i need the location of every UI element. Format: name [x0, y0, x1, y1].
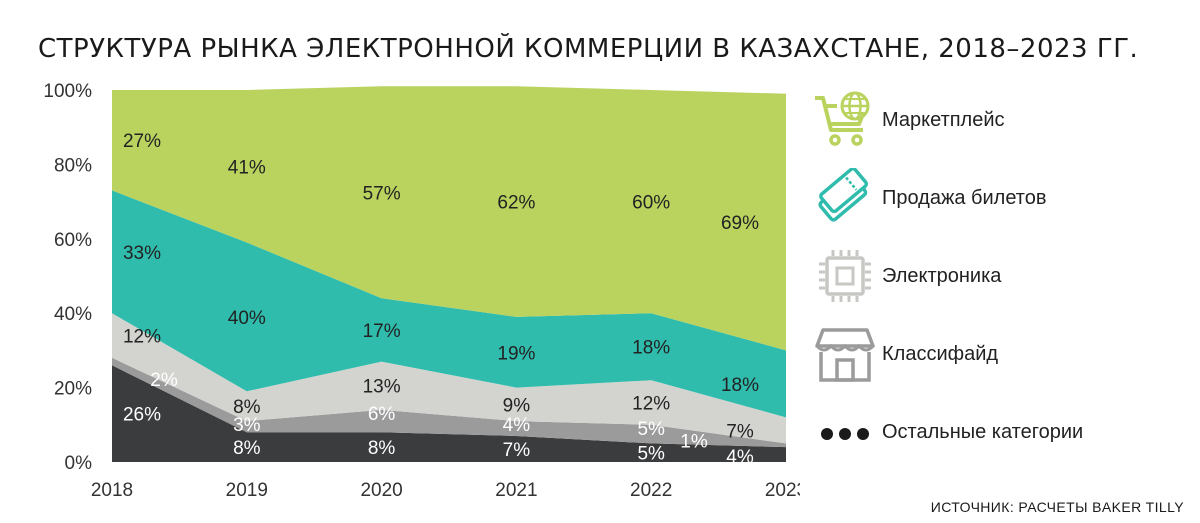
legend-label-marketplace: Маркетплейс: [882, 108, 1005, 131]
x-axis-ticks: 2018 2019 2020 2021 2022 2023: [91, 480, 800, 501]
legend-item-tickets: Продажа билетов: [810, 168, 1046, 228]
legend-label-tickets: Продажа билетов: [882, 186, 1047, 209]
data-label-classifieds: 6%: [368, 404, 396, 425]
x-tick-label: 2023: [765, 480, 800, 501]
data-label-electronics: 12%: [632, 393, 670, 414]
area-classifieds: [112, 357, 786, 448]
y-tick-label: 60%: [54, 230, 92, 251]
data-label-tickets: 33%: [123, 243, 161, 264]
data-label-marketplace: 41%: [228, 157, 266, 178]
legend-item-other: Остальные категории: [810, 402, 1083, 462]
data-label-marketplace: 62%: [497, 193, 535, 214]
area-layers: [112, 86, 786, 462]
x-tick-label: 2018: [91, 480, 133, 501]
y-tick-label: 80%: [54, 155, 92, 176]
data-label-classifieds: 3%: [233, 415, 261, 436]
data-label-tickets: 17%: [363, 321, 401, 342]
data-label-tickets: 18%: [721, 375, 759, 396]
storefront-icon: [810, 324, 880, 384]
chart-title: СТРУКТУРА РЫНКА ЭЛЕКТРОННОЙ КОММЕРЦИИ В …: [38, 34, 1139, 64]
data-label-other: 8%: [233, 438, 261, 459]
x-tick-label: 2020: [360, 480, 402, 501]
data-label-classifieds: 5%: [637, 419, 665, 440]
stacked-area-chart: 0%20%40%60%80%100% 2018 2019 2020 2021 2022 2…: [43, 81, 800, 501]
source-note: ИСТОЧНИК: РАСЧЕТЫ BAKER TILLY: [930, 499, 1184, 515]
legend-label-other: Остальные категории: [882, 420, 1084, 443]
data-label-electronics: 7%: [726, 421, 754, 442]
area-tickets: [112, 190, 786, 418]
y-tick-label: 20%: [54, 379, 92, 400]
data-label-electronics: 13%: [363, 377, 401, 398]
tickets-icon: [810, 168, 880, 228]
legend-label-classifieds: Классифайд: [882, 342, 999, 365]
legend-item-electronics: Электроника: [810, 246, 1001, 306]
data-labels: 26% 8% 8% 7% 5% 4% 2% 3% 6% 4% 5% 1% 12% 8% 13% 9% 12% 7%…: [123, 131, 759, 468]
data-label-electronics: 8%: [233, 397, 261, 418]
x-tick-label: 2021: [495, 480, 537, 501]
y-tick-label: 40%: [54, 304, 92, 325]
data-label-marketplace: 69%: [721, 213, 759, 234]
data-label-tickets: 19%: [497, 343, 535, 364]
data-label-marketplace: 57%: [363, 183, 401, 204]
data-label-marketplace: 60%: [632, 193, 670, 214]
area-other: [112, 365, 786, 462]
y-axis-ticks: 0% 20% 40% 60% 80% 100%: [43, 81, 92, 474]
data-label-other: 5%: [637, 444, 665, 465]
legend-item-classifieds: Классифайд: [810, 324, 998, 384]
microchip-icon: [810, 246, 880, 306]
x-tick-label: 2019: [226, 480, 268, 501]
data-label-other: 26%: [123, 405, 161, 426]
area-electronics: [112, 313, 786, 444]
y-tick-label: 100%: [43, 81, 92, 102]
y-tick-label: 0%: [65, 453, 93, 474]
dots-icon: [810, 402, 880, 462]
shopping-cart-globe-icon: [810, 90, 880, 150]
x-tick-label: 2022: [630, 480, 672, 501]
data-label-tickets: 18%: [632, 338, 670, 359]
data-label-classifieds: 1%: [680, 431, 708, 452]
data-label-classifieds: 2%: [150, 370, 178, 391]
data-label-electronics: 12%: [123, 327, 161, 348]
area-marketplace: [112, 86, 786, 351]
data-label-classifieds: 4%: [503, 415, 531, 436]
data-label-tickets: 40%: [228, 308, 266, 329]
data-label-electronics: 9%: [503, 395, 531, 416]
legend-label-electronics: Электроника: [882, 264, 1002, 287]
data-label-other: 8%: [368, 438, 396, 459]
data-label-other: 7%: [503, 440, 531, 461]
data-label-other: 4%: [726, 447, 754, 468]
data-label-marketplace: 27%: [123, 131, 161, 152]
legend-item-marketplace: Маркетплейс: [810, 90, 1005, 150]
